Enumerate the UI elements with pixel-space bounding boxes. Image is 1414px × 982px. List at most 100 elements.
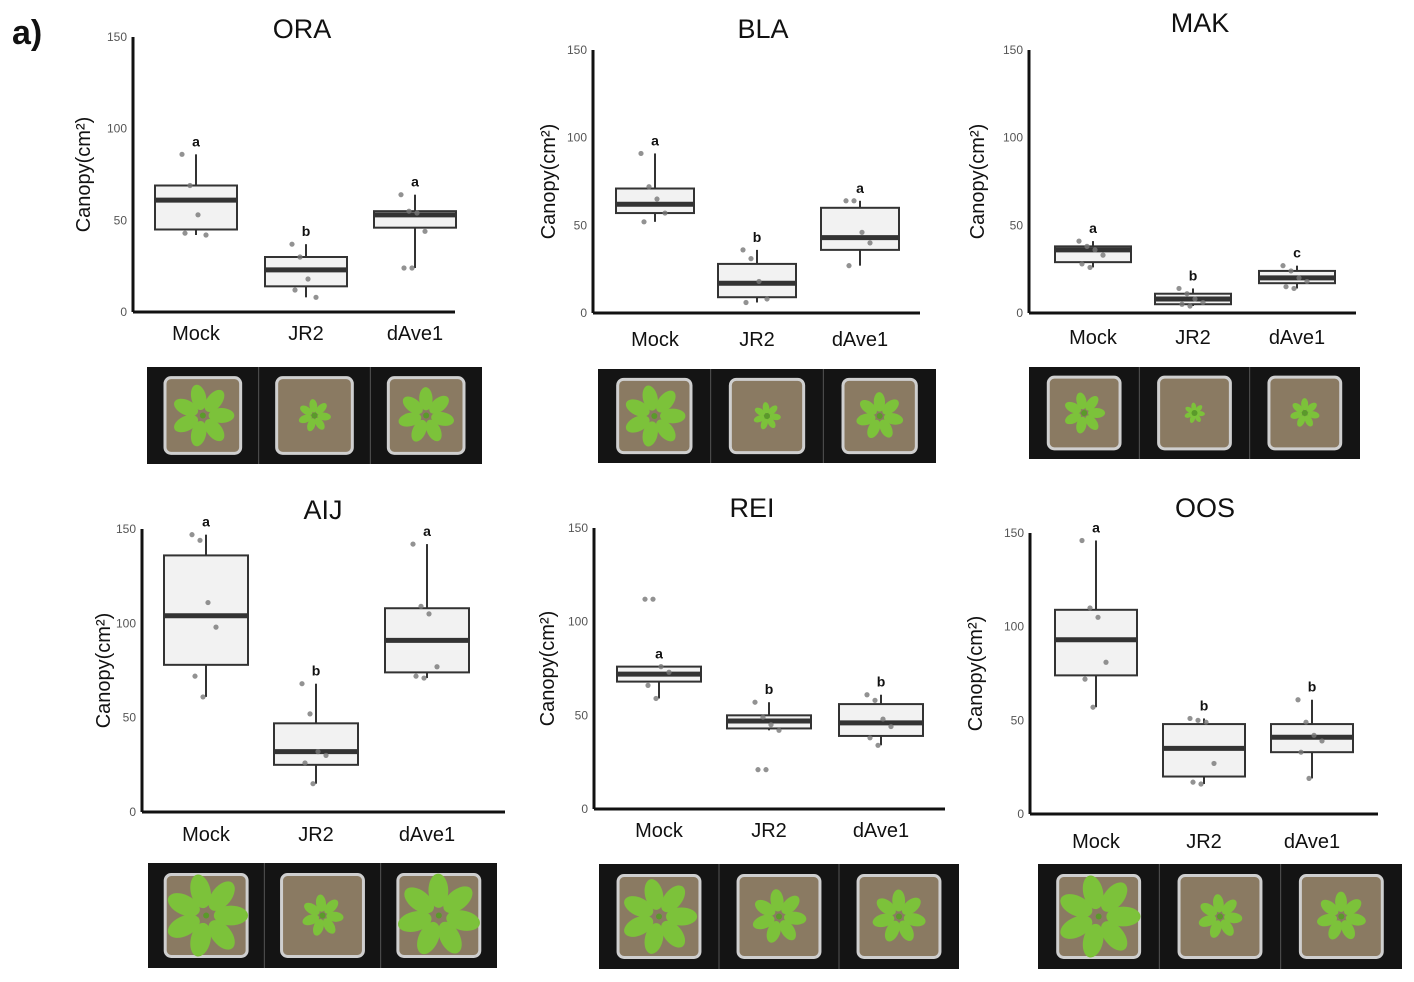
data-point [646,184,652,190]
y-tick-label: 0 [580,306,587,320]
data-point [851,198,857,204]
x-tick-label: Mock [635,820,684,842]
y-axis-label: Canopy(cm²) [965,616,987,732]
data-point [760,714,766,720]
leaf [314,417,325,430]
data-point [846,263,852,269]
plant-photo [1056,874,1142,959]
data-point [195,212,201,218]
y-tick-label: 0 [581,802,588,816]
box-mock: a [163,514,249,700]
leaf [1304,415,1313,427]
significance-letter: a [1089,220,1097,236]
box-mock: a [1054,220,1132,271]
data-point [1082,676,1088,682]
plant-stem [1301,410,1308,416]
y-tick-label: 50 [1010,218,1024,232]
leaf [315,894,327,912]
box-mock: a [615,132,695,225]
data-point [1195,717,1201,723]
x-tick-label: dAve1 [399,824,455,846]
chart-panel-aij: AIJ 0 50 100 150 Canopy(cm²) a Mock b JR2 a dAve1 [93,495,505,846]
plant-photo [1046,375,1122,451]
plant-stem [764,413,770,419]
data-point [1179,301,1185,307]
leaf [417,921,441,955]
data-point [1100,252,1106,258]
data-point [653,695,659,702]
data-point [1095,614,1101,620]
leaf [898,920,914,942]
x-tick-label: Mock [182,824,231,846]
data-point [1295,697,1301,703]
x-tick-label: Mock [172,323,221,345]
figure-label: a) [12,14,42,52]
leaf [892,889,906,912]
box-body [163,554,249,666]
box-dave1: b [838,674,924,748]
data-point [299,681,305,687]
data-point [843,198,849,204]
box-dave1: a [373,174,457,271]
leaf [783,911,807,925]
data-point [1079,261,1085,267]
plant-stem [1217,913,1223,920]
data-point [1103,659,1109,665]
data-point [310,781,316,787]
leaf [402,396,423,415]
y-tick-label: 50 [1011,713,1025,727]
leaf [1194,414,1201,423]
data-point [213,624,219,630]
x-tick-label: dAve1 [853,820,909,842]
leaf [901,897,921,915]
y-axis-label: Canopy(cm²) [73,117,95,233]
significance-letter: a [1092,519,1100,535]
plant-stem [203,912,210,919]
leaf [876,898,896,916]
leaf [762,402,770,414]
significance-letter: a [192,133,200,149]
y-tick-label: 100 [567,131,587,145]
y-tick-label: 50 [114,213,128,227]
data-point [768,722,774,728]
x-tick-label: Mock [631,329,680,351]
data-point [289,241,295,247]
leaf [752,914,775,930]
leaf [1085,395,1099,411]
plant-stem [776,913,782,920]
data-point [875,742,881,748]
data-point [205,599,211,606]
leaf [1191,402,1197,412]
y-tick-label: 100 [107,122,127,136]
data-point [398,192,404,198]
leaf [1185,406,1194,413]
data-point [764,296,770,302]
leaf [1060,894,1093,918]
chart-title: REI [729,493,774,523]
leaf [1065,401,1082,414]
significance-letter: a [423,523,431,539]
leaf [642,421,658,447]
significance-letter: c [1293,245,1301,261]
significance-letter: b [312,663,321,679]
leaf [1189,414,1196,423]
leaf [1224,912,1243,924]
box-dave1: b [1270,679,1354,782]
data-point [1296,275,1302,281]
plant-photo-strip [148,863,497,968]
leaf [1341,920,1355,940]
data-point [292,287,298,293]
data-point [305,276,311,282]
data-point [197,537,203,543]
leaf [767,417,776,429]
data-point [1200,299,1206,306]
data-point [1176,285,1182,292]
data-point [645,682,651,688]
y-tick-label: 0 [120,305,127,319]
leaf [1076,392,1087,410]
box-body [1054,608,1138,677]
leaf [1060,915,1093,939]
x-tick-label: dAve1 [1284,831,1340,853]
